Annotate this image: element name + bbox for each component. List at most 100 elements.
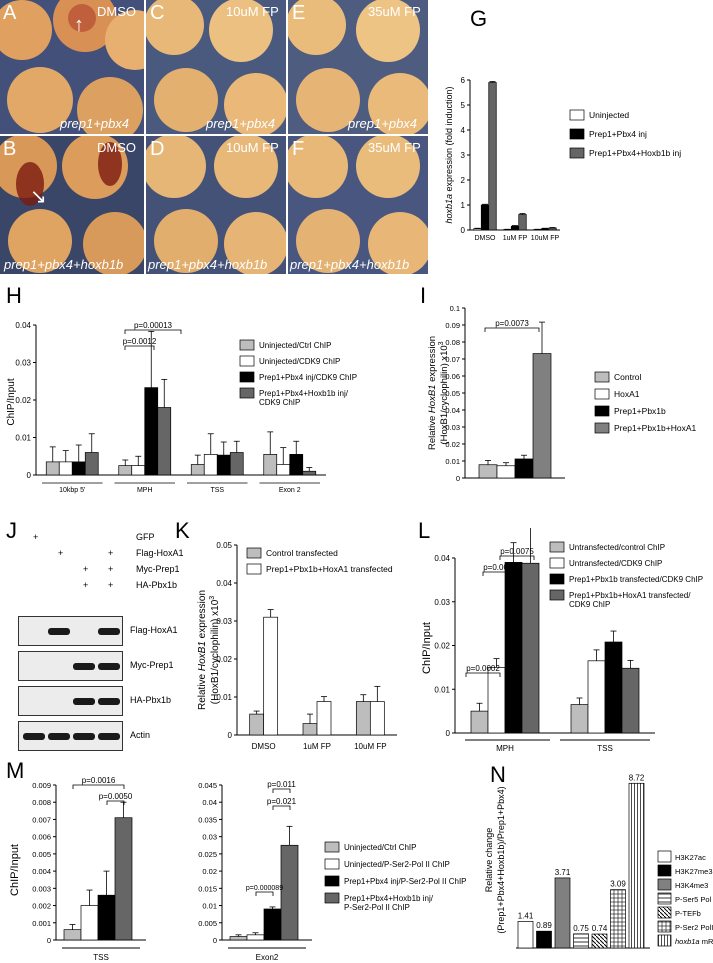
blot-sign: + bbox=[33, 532, 39, 542]
legend-swatch bbox=[657, 920, 672, 933]
data-label: 3.09 bbox=[610, 880, 626, 889]
y-tick-label: 0.035 bbox=[198, 815, 217, 824]
legend-swatch bbox=[594, 388, 610, 400]
genotype-label: prep1+pbx4 bbox=[206, 116, 276, 131]
photo-panel-d: D 10uM FP prep1+pbx4+hoxb1b bbox=[146, 136, 286, 274]
y-tick-label: 0.01 bbox=[216, 693, 232, 702]
y-tick-label: 0.01 bbox=[445, 457, 460, 466]
bar bbox=[548, 227, 557, 231]
legend-swatch bbox=[569, 147, 585, 159]
embryo-image bbox=[146, 136, 286, 274]
bar bbox=[263, 908, 282, 941]
x-tick-label: DMSO bbox=[252, 742, 276, 751]
bar bbox=[216, 454, 231, 476]
legend-swatch bbox=[569, 109, 585, 121]
bar bbox=[591, 933, 608, 949]
blot-band bbox=[48, 628, 70, 635]
chart-i: 0 0.01 0.02 0.03 0.04 0.05 0.06 0.07 0.08 0.09 0.1… bbox=[427, 304, 696, 483]
bar bbox=[144, 387, 159, 476]
blot-condition-label: Myc-Prep1 bbox=[136, 564, 180, 574]
panel-letter: B bbox=[3, 138, 17, 160]
y-tick-label: 0.03 bbox=[202, 833, 217, 842]
bar bbox=[587, 660, 606, 734]
embryo-image bbox=[0, 136, 144, 274]
legend-label: Uninjected/CDK9 ChIP bbox=[259, 357, 340, 366]
panel-letter-g: G bbox=[470, 6, 488, 31]
bar bbox=[487, 667, 506, 734]
bar bbox=[504, 562, 523, 734]
y-axis-title: ChIP/Input bbox=[421, 622, 433, 674]
legend-swatch bbox=[246, 547, 262, 559]
significance-bracket bbox=[484, 327, 540, 332]
x-tick-label: 10kbp 5' bbox=[59, 487, 85, 494]
blot-band bbox=[98, 733, 120, 740]
y-tick-label: 0.006 bbox=[32, 833, 51, 842]
y-axis-title: ChIP/Input bbox=[9, 844, 21, 896]
legend-swatch bbox=[324, 841, 340, 853]
condition-label: 35uM FP bbox=[368, 4, 421, 19]
p-value-label: p=0.0002 bbox=[466, 664, 500, 673]
y-tick-label: 0 bbox=[461, 226, 466, 235]
condition-label: 10uM FP bbox=[226, 140, 279, 155]
blot-band bbox=[73, 733, 95, 740]
bar bbox=[628, 782, 645, 949]
legend-swatch bbox=[246, 563, 262, 575]
bar bbox=[280, 844, 299, 941]
legend-label: P-TEFb bbox=[675, 909, 701, 918]
y-tick-label: 2 bbox=[461, 176, 466, 185]
data-label: 3.71 bbox=[555, 868, 571, 877]
blot-band-label: Flag-HoxA1 bbox=[130, 625, 178, 635]
significance-bracket bbox=[272, 805, 291, 810]
blot-condition-label: GFP bbox=[136, 532, 155, 542]
y-tick-label: 0.02 bbox=[434, 642, 450, 651]
p-value-label: p=0.0012 bbox=[123, 337, 157, 346]
legend-label: hoxb1a mRNA bbox=[675, 937, 713, 946]
legend-label: CDK9 ChIP bbox=[259, 398, 300, 407]
x-tick-label: 10uM FP bbox=[531, 235, 560, 242]
significance-bracket bbox=[72, 784, 125, 789]
x-tick-label: 1uM FP bbox=[303, 742, 331, 751]
legend-label: Prep1+Pbx4+Hoxb1b inj/ bbox=[344, 894, 434, 903]
bar bbox=[521, 562, 540, 734]
legend-swatch bbox=[239, 387, 255, 399]
bar bbox=[570, 704, 589, 734]
legend-label: Untransfected/control ChIP bbox=[569, 543, 665, 552]
y-axis-subtitle: (Prep1+Pbx4+Hoxb1b)/Prep1+Pbx4) bbox=[496, 786, 506, 933]
blot-band-label: Actin bbox=[130, 730, 151, 740]
legend-label: Uninjected/P-Ser2-Pol II ChIP bbox=[344, 860, 450, 869]
legend-swatch bbox=[569, 128, 585, 140]
blot-band bbox=[73, 698, 95, 705]
y-tick-label: 0.045 bbox=[198, 781, 217, 790]
legend-label: P-Ser5 Pol II bbox=[675, 895, 713, 904]
y-tick-label: 0.005 bbox=[32, 850, 51, 859]
legend-label: Prep1+Pbx1b+HoxA1 bbox=[614, 423, 696, 433]
legend-swatch bbox=[239, 355, 255, 367]
data-label: 0.74 bbox=[592, 924, 608, 933]
significance-bracket bbox=[255, 891, 274, 896]
y-tick-label: 0.04 bbox=[434, 554, 450, 563]
p-value-label: p=0.0075 bbox=[500, 547, 534, 556]
bar bbox=[510, 225, 520, 231]
significance-bracket bbox=[499, 555, 535, 560]
y-tick-label: 0.03 bbox=[434, 598, 450, 607]
bar bbox=[263, 616, 279, 736]
y-tick-label: 0.05 bbox=[445, 389, 460, 398]
bar bbox=[289, 454, 304, 476]
legend-swatch bbox=[549, 557, 565, 569]
y-tick-label: 0.03 bbox=[15, 359, 31, 368]
significance-bracket bbox=[124, 345, 155, 350]
data-label: 0.89 bbox=[536, 921, 552, 930]
legend-label: Prep1+Pbx1b transfected/CDK9 ChIP bbox=[569, 575, 703, 584]
y-tick-label: 0.04 bbox=[15, 321, 31, 330]
bar bbox=[84, 452, 99, 476]
y-tick-label: 0.001 bbox=[32, 919, 51, 928]
bar bbox=[532, 353, 552, 479]
y-tick-label: 0.01 bbox=[15, 434, 31, 443]
y-tick-label: 0 bbox=[213, 936, 217, 945]
legend-swatch bbox=[549, 573, 565, 585]
legend-label: Prep1+Pbx1b bbox=[614, 406, 666, 416]
photo-panel-b: B DMSO prep1+pbx4+hoxb1b ↘ bbox=[0, 136, 144, 274]
bar bbox=[478, 464, 498, 479]
bar bbox=[229, 452, 244, 476]
y-tick-label: 0.01 bbox=[202, 902, 217, 911]
